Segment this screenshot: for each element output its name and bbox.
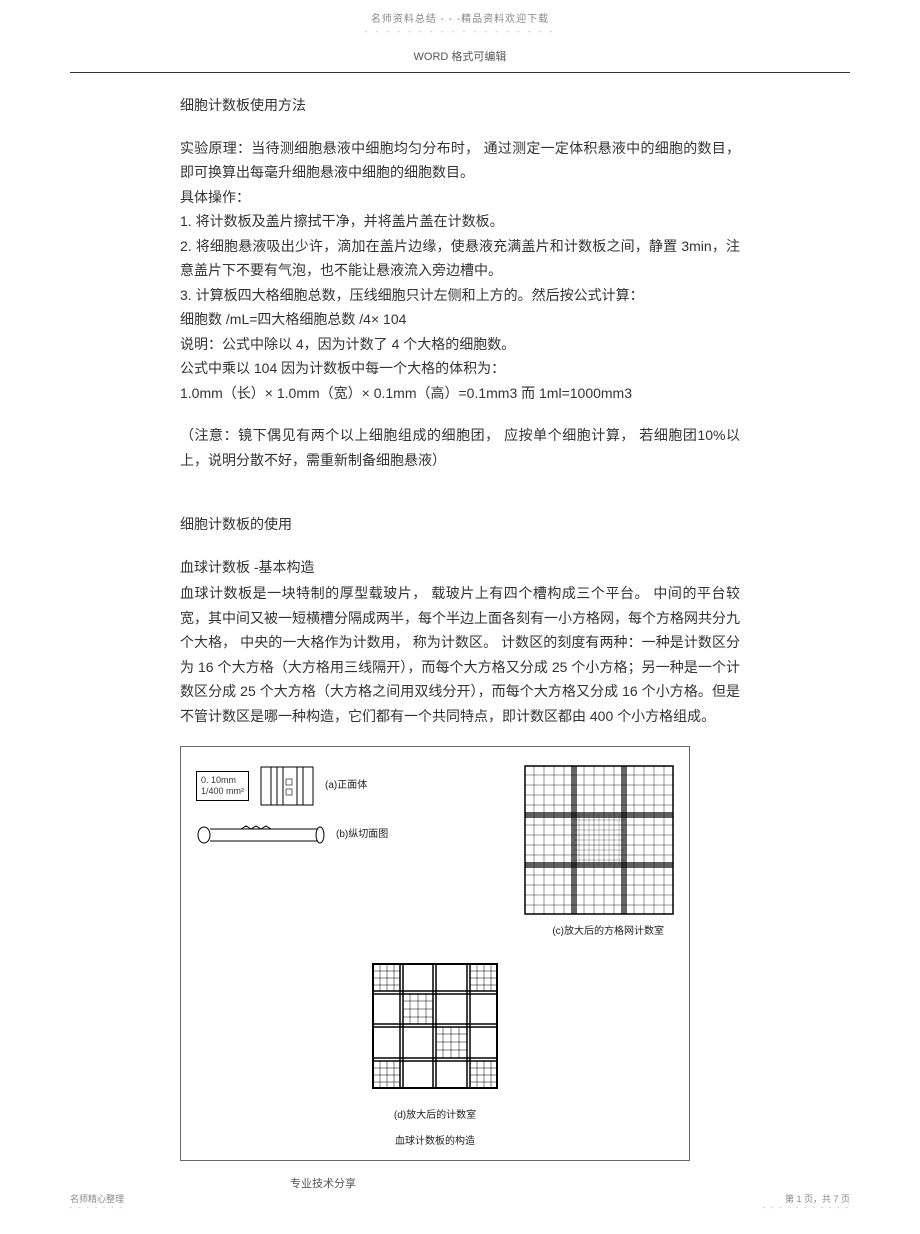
- footer-share: 专业技术分享: [290, 1175, 740, 1194]
- principle-text: 当待测细胞悬液中细胞均匀分布时， 通过测定一定体积悬液中的细胞的数目，即可换算出…: [180, 140, 740, 181]
- page-title: 细胞计数板使用方法: [180, 93, 740, 118]
- formula: 细胞数 /mL=四大格细胞总数 /4× 104: [180, 307, 740, 332]
- figure-d-wrap: (d)放大后的计数室 血球计数板的构造: [196, 961, 674, 1151]
- usage-title: 细胞计数板的使用: [180, 512, 740, 537]
- dim-label-1: 0. 10mm: [201, 775, 244, 786]
- structure-title: 血球计数板 -基本构造: [180, 555, 740, 580]
- caption-c: (c)放大后的方格网计数室: [196, 923, 674, 941]
- figure-a-row: 0. 10mm 1/400 mm² (a)正面体: [196, 765, 466, 807]
- explain-1: 说明：公式中除以 4，因为计数了 4 个大格的细胞数。: [180, 332, 740, 357]
- figure-b-row: (b)纵切面图: [196, 825, 466, 845]
- caption-b: (b)纵切面图: [336, 826, 388, 844]
- explain-2: 公式中乘以 104 因为计数板中每一个大格的体积为：: [180, 356, 740, 381]
- figure-box: 0. 10mm 1/400 mm² (a)正面体: [180, 746, 690, 1161]
- side-view-icon: [196, 825, 326, 845]
- caption-d: (d)放大后的计数室: [196, 1108, 674, 1124]
- figure-top-row: 0. 10mm 1/400 mm² (a)正面体: [196, 765, 674, 915]
- caption-a: (a)正面体: [325, 777, 367, 795]
- chamber-grid-icon: [370, 961, 500, 1091]
- header-dots: - - - - - - - - - - - - - - - - - -: [0, 27, 920, 36]
- header-format: WORD 格式可编辑: [0, 48, 920, 64]
- footer-right-dots: - - - - - - - - - - -: [763, 1205, 850, 1212]
- step-3: 3. 计算板四大格细胞总数，压线细胞只计左侧和上方的。然后按公式计算：: [180, 283, 740, 308]
- footer-left-dots: - - - - - - -: [70, 1205, 124, 1212]
- step-1: 1. 将计数板及盖片擦拭干净，并将盖片盖在计数板。: [180, 209, 740, 234]
- footer-left-text: 名师精心整理: [70, 1192, 124, 1205]
- header-rule: [70, 72, 850, 73]
- header-meta: 名师资料总结 - - -精品资料欢迎下载: [0, 0, 920, 25]
- step-2: 2. 将细胞悬液吸出少许，滴加在盖片边缘，使悬液充满盖片和计数板之间，静置 3m…: [180, 234, 740, 283]
- dimensions: 1.0mm（长）× 1.0mm（宽）× 0.1mm（高）=0.1mm3 而 1m…: [180, 381, 740, 406]
- dim-label-2: 1/400 mm²: [201, 786, 244, 797]
- main-content: 细胞计数板使用方法 实验原理：当待测细胞悬液中细胞均匀分布时， 通过测定一定体积…: [0, 93, 920, 1194]
- footer-right-text: 第 1 页，共 7 页: [763, 1192, 850, 1205]
- slide-top-icon: [257, 765, 317, 807]
- note: （注意：镜下偶见有两个以上细胞组成的细胞团， 应按单个细胞计算， 若细胞团10%…: [180, 423, 740, 472]
- structure-text: 血球计数板是一块特制的厚型载玻片， 载玻片上有四个槽构成三个平台。 中间的平台较…: [180, 581, 740, 728]
- figure-left-col: 0. 10mm 1/400 mm² (a)正面体: [196, 765, 466, 845]
- footer-bottom-left: 名师精心整理 - - - - - - -: [70, 1192, 124, 1212]
- footer-bottom-right: 第 1 页，共 7 页 - - - - - - - - - - -: [763, 1192, 850, 1212]
- grid-large-icon: [524, 765, 674, 915]
- principle-label: 实验原理：: [180, 140, 251, 156]
- operation-label: 具体操作：: [180, 185, 740, 210]
- dimension-box: 0. 10mm 1/400 mm²: [196, 771, 249, 801]
- caption-main: 血球计数板的构造: [196, 1134, 674, 1150]
- principle-para: 实验原理：当待测细胞悬液中细胞均匀分布时， 通过测定一定体积悬液中的细胞的数目，…: [180, 136, 740, 185]
